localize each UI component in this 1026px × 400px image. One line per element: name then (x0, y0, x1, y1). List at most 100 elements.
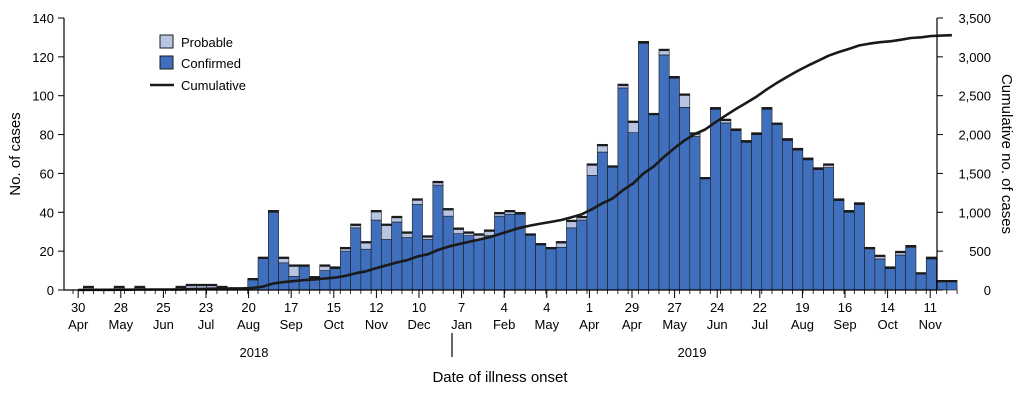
bar-confirmed-58 (668, 77, 680, 291)
x-tick-day-17: 19 (795, 300, 809, 315)
x-tick-month-2: Jun (153, 317, 174, 332)
x-tick-day-0: 30 (71, 300, 85, 315)
x-tick-day-3: 23 (199, 300, 213, 315)
bar-confirmed-69 (782, 140, 793, 291)
x-tick-month-12: Apr (579, 317, 600, 332)
year-label-2019: 2019 (678, 345, 707, 360)
x-tick-month-13: Apr (622, 317, 643, 332)
bar-confirmed-61 (699, 177, 711, 291)
x-tick-month-19: Oct (877, 317, 898, 332)
x-tick-day-19: 14 (880, 300, 894, 315)
bar-confirmed-49 (576, 219, 588, 291)
bar-confirmed-73 (823, 167, 835, 291)
bar-confirmed-31 (391, 221, 403, 291)
x-tick-month-1: May (109, 317, 134, 332)
bar-confirmed-47 (555, 246, 567, 291)
bar-confirmed-44 (525, 233, 536, 291)
y-tick-label-60: 60 (40, 166, 54, 181)
bar-confirmed-78 (874, 258, 886, 291)
bar-confirmed-41 (494, 215, 506, 291)
year-label-2018: 2018 (240, 345, 269, 360)
bar-confirmed-40 (483, 235, 495, 291)
x-tick-day-12: 1 (586, 300, 593, 315)
y-tick-label-140: 140 (32, 11, 54, 26)
x-tick-month-0: Apr (68, 317, 89, 332)
y-tick-label-120: 120 (32, 50, 54, 65)
legend: Probable Confirmed Cumulative (150, 34, 246, 93)
x-tick-day-5: 17 (284, 300, 298, 315)
bar-confirmed-79 (884, 268, 896, 291)
bar-confirmed-77 (864, 246, 876, 291)
x-tick-month-3: Jul (198, 317, 215, 332)
x-tick-month-17: Aug (791, 317, 814, 332)
legend-swatch-probable (159, 34, 174, 49)
bar-confirmed-64 (730, 130, 742, 291)
bar-confirmed-63 (720, 122, 732, 291)
x-tick-month-9: Jan (451, 317, 472, 332)
bar-confirmed-42 (504, 213, 516, 291)
y2-tick-label-7: 3,500 (958, 11, 991, 26)
bar-confirmed-76 (853, 204, 865, 291)
y-ticks-left: 0 20 40 60 80 100 120 140 (32, 11, 64, 298)
x-tick-month-5: Sep (280, 317, 303, 332)
x-axis-title: Date of illness onset (432, 369, 568, 386)
y2-axis-title: Cumulative no. of cases (998, 74, 1015, 234)
bar-confirmed-32 (401, 237, 413, 291)
x-tick-day-2: 25 (156, 300, 170, 315)
y2-tick-label-3: 1,500 (958, 166, 991, 181)
cumulative-line (78, 33, 952, 292)
y2-tick-label-4: 2,000 (958, 128, 991, 143)
x-tick-month-15: Jun (707, 317, 728, 332)
bar-confirmed-62 (710, 109, 721, 291)
bar-confirmed-20 (278, 262, 290, 291)
bar-confirmed-82 (915, 272, 927, 291)
y-tick-label-0: 0 (47, 283, 54, 298)
y-tick-label-80: 80 (40, 128, 54, 143)
bar-confirmed-21 (288, 276, 300, 291)
bar-confirmed-48 (566, 227, 578, 291)
bar-confirmed-60 (689, 136, 701, 291)
bar-confirmed-72 (812, 169, 824, 291)
x-tick-day-18: 16 (838, 300, 852, 315)
x-tick-month-8: Dec (407, 317, 431, 332)
bar-confirmed-55 (638, 42, 649, 291)
bar-probable-59 (679, 93, 691, 108)
legend-label-probable: Probable (181, 35, 233, 50)
y-ticks-right: 0 500 1,000 1,500 2,000 2,500 3,000 3,500 (937, 11, 991, 298)
bar-confirmed-33 (411, 204, 423, 291)
bar-confirmed-83 (925, 258, 937, 291)
bar-confirmed-52 (607, 165, 619, 291)
bar-confirmed-50 (586, 175, 598, 291)
x-tick-month-14: May (662, 317, 687, 332)
legend-label-cumulative: Cumulative (181, 78, 246, 93)
bar-confirmed-24 (319, 270, 331, 291)
x-tick-month-11: May (535, 317, 560, 332)
bar-confirmed-26 (339, 250, 351, 291)
bar-confirmed-46 (545, 246, 557, 291)
cumulative-line-group (78, 33, 952, 292)
x-tick-day-10: 4 (501, 300, 508, 315)
x-tick-month-18: Sep (833, 317, 856, 332)
x-tick-day-15: 24 (710, 300, 724, 315)
legend-swatch-confirmed (159, 55, 174, 70)
x-tick-day-20: 11 (923, 300, 937, 315)
x-tick-month-20: Nov (919, 317, 943, 332)
x-ticks: 30Apr28May25Jun23Jul20Aug17Sep15Oct12Nov… (68, 290, 958, 332)
bar-confirmed-27 (350, 227, 362, 291)
bar-probable-30 (381, 223, 392, 240)
bar-confirmed-75 (843, 211, 855, 291)
y-tick-label-100: 100 (32, 89, 54, 104)
bar-confirmed-19 (268, 211, 279, 291)
bar-confirmed-29 (370, 219, 382, 291)
bar-confirmed-35 (432, 184, 444, 291)
x-tick-month-6: Oct (324, 317, 345, 332)
y2-tick-label-1: 500 (969, 244, 991, 259)
x-tick-day-8: 10 (412, 300, 426, 315)
x-tick-month-7: Nov (365, 317, 389, 332)
bar-confirmed-45 (535, 243, 547, 291)
bars-group (82, 41, 958, 291)
bar-confirmed-36 (442, 215, 454, 291)
bar-confirmed-59 (679, 107, 691, 291)
x-tick-day-14: 27 (667, 300, 681, 315)
